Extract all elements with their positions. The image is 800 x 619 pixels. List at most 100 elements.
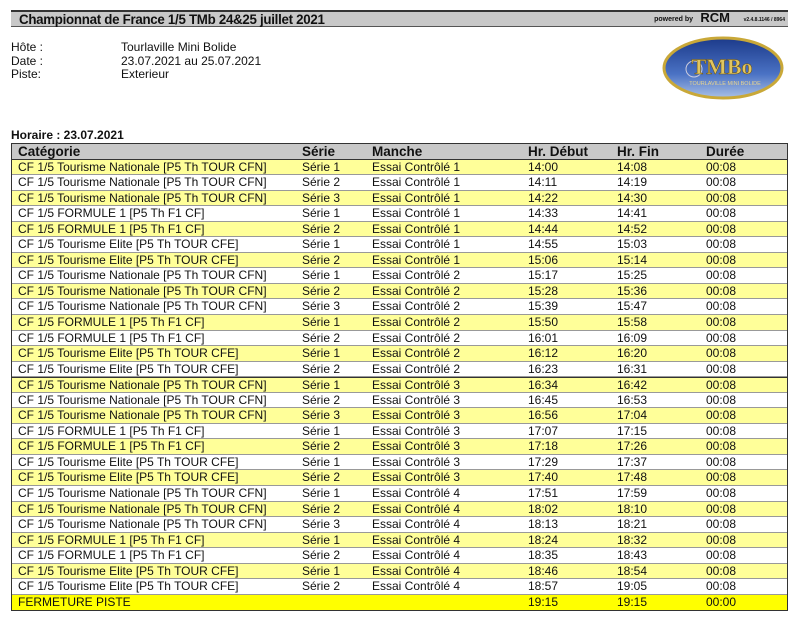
cell-end: 18:32 (617, 532, 648, 547)
cell-series: Série 3 (302, 299, 341, 314)
table-row: CF 1/5 FORMULE 1 [P5 Th F1 CF] Série 2 Ess… (12, 330, 787, 347)
cell-category: CF 1/5 Tourisme Elite [P5 Th TOUR CFE] (18, 346, 239, 361)
cell-round: Essai Contrôlé 4 (372, 532, 461, 547)
table-row: CF 1/5 Tourisme Nationale [P5 Th TOUR CF… (12, 175, 787, 191)
cell-round: Essai Contrôlé 2 (372, 268, 461, 283)
cell-series: Série 2 (302, 252, 341, 267)
cell-category: CF 1/5 FORMULE 1 [P5 Th F1 CF] (18, 423, 205, 438)
cell-round: Essai Contrôlé 3 (372, 423, 461, 438)
cell-start: 15:17 (528, 268, 559, 283)
cell-round: Essai Contrôlé 4 (372, 486, 461, 501)
col-header-series: Série (302, 144, 336, 159)
cell-series: Série 1 (302, 268, 341, 283)
cell-start: 14:33 (528, 206, 559, 221)
table-row: CF 1/5 Tourisme Nationale [P5 Th TOUR CF… (12, 377, 787, 393)
table-row: CF 1/5 Tourisme Nationale [P5 Th TOUR CF… (12, 501, 787, 518)
cell-start: 18:24 (528, 532, 559, 547)
cell-series: Série 1 (302, 159, 341, 174)
cell-series: Série 2 (302, 470, 341, 485)
cell-round: Essai Contrôlé 3 (372, 470, 461, 485)
cell-round: Essai Contrôlé 3 (372, 378, 461, 393)
cell-round: Essai Contrôlé 1 (372, 175, 461, 190)
cell-end: 17:15 (617, 423, 648, 438)
table-row: CF 1/5 Tourisme Elite [P5 Th TOUR CFE] Sé… (12, 454, 787, 471)
cell-category: CF 1/5 Tourisme Nationale [P5 Th TOUR CF… (18, 517, 267, 532)
cell-category: CF 1/5 Tourisme Nationale [P5 Th TOUR CF… (18, 299, 267, 314)
cell-category: CF 1/5 FORMULE 1 [P5 Th F1 CF] (18, 548, 205, 563)
cell-start: 15:39 (528, 299, 559, 314)
cell-series: Série 1 (302, 315, 341, 330)
cell-round: Essai Contrôlé 3 (372, 392, 461, 407)
cell-start: 14:44 (528, 221, 559, 236)
cell-category: CF 1/5 FORMULE 1 [P5 Th F1 CF] (18, 206, 205, 221)
svg-text:TOURLAVILLE MINI BOLIDE: TOURLAVILLE MINI BOLIDE (689, 81, 761, 87)
cell-duration: 00:08 (706, 268, 737, 283)
cell-duration: 00:08 (706, 439, 737, 454)
cell-start: 14:00 (528, 159, 559, 174)
cell-category: CF 1/5 FORMULE 1 [P5 Th F1 CF] (18, 221, 205, 236)
cell-round: Essai Contrôlé 4 (372, 501, 461, 516)
table-row: CF 1/5 Tourisme Nationale [P5 Th TOUR CF… (12, 486, 787, 502)
cell-round: Essai Contrôlé 2 (372, 361, 461, 376)
cell-category: CF 1/5 Tourisme Nationale [P5 Th TOUR CF… (18, 175, 267, 190)
cell-start: 18:02 (528, 501, 559, 516)
cell-category: CF 1/5 Tourisme Nationale [P5 Th TOUR CF… (18, 378, 267, 393)
table-row: CF 1/5 Tourisme Elite [P5 Th TOUR CFE] Sé… (12, 252, 787, 269)
cell-round: Essai Contrôlé 3 (372, 408, 461, 423)
tmbo-logo: TMBo TOURLAVILLE MINI BOLIDE (662, 36, 784, 100)
cell-round: Essai Contrôlé 4 (372, 548, 461, 563)
cell-category: CF 1/5 Tourisme Elite [P5 Th TOUR CFE] (18, 563, 239, 578)
cell-series: Série 1 (302, 532, 341, 547)
date-value: 23.07.2021 au 25.07.2021 (121, 54, 262, 68)
cell-series: Série 1 (302, 237, 341, 252)
cell-category: CF 1/5 Tourisme Elite [P5 Th TOUR CFE] (18, 579, 239, 594)
track-label: Piste: (11, 67, 42, 81)
table-row: CF 1/5 Tourisme Nationale [P5 Th TOUR CF… (12, 190, 787, 207)
cell-series: Série 3 (302, 517, 341, 532)
cell-category: FERMETURE PISTE (18, 594, 131, 609)
cell-end: 15:36 (617, 283, 648, 298)
cell-series: Série 2 (302, 501, 341, 516)
cell-series: Série 1 (302, 563, 341, 578)
table-row: CF 1/5 Tourisme Elite [P5 Th TOUR CFE] Sé… (12, 470, 787, 487)
cell-series: Série 1 (302, 486, 341, 501)
version-label: v2.4.8.1146 / 8964 (743, 17, 785, 23)
col-header-end: Hr. Fin (617, 144, 660, 159)
title-bar: Championnat de France 1/5 TMb 24&25 juil… (11, 10, 788, 27)
cell-series: Série 2 (302, 221, 341, 236)
table-row: CF 1/5 Tourisme Elite [P5 Th TOUR CFE] Sé… (12, 563, 787, 580)
cell-duration: 00:08 (706, 330, 737, 345)
cell-duration: 00:08 (706, 423, 737, 438)
cell-round: Essai Contrôlé 3 (372, 439, 461, 454)
cell-category: CF 1/5 FORMULE 1 [P5 Th F1 CF] (18, 532, 205, 547)
cell-category: CF 1/5 Tourisme Nationale [P5 Th TOUR CF… (18, 159, 267, 174)
cell-duration: 00:08 (706, 237, 737, 252)
cell-end: 17:48 (617, 470, 648, 485)
table-row: CF 1/5 FORMULE 1 [P5 Th F1 CF] Série 1 Ess… (12, 423, 787, 440)
cell-duration: 00:08 (706, 501, 737, 516)
cell-series: Série 1 (302, 454, 341, 469)
table-row: CF 1/5 Tourisme Elite [P5 Th TOUR CFE] Sé… (12, 579, 787, 595)
cell-end: 16:20 (617, 346, 648, 361)
cell-series: Série 1 (302, 378, 341, 393)
cell-start: 16:23 (528, 361, 559, 376)
cell-start: 15:28 (528, 283, 559, 298)
schedule-table: Catégorie Série Manche Hr. Début Hr. Fin… (11, 143, 788, 612)
cell-duration: 00:08 (706, 408, 737, 423)
cell-duration: 00:08 (706, 315, 737, 330)
cell-round: Essai Contrôlé 2 (372, 283, 461, 298)
cell-end: 14:30 (617, 190, 648, 205)
table-row: CF 1/5 FORMULE 1 [P5 Th F1 CF] Série 1 Ess… (12, 206, 787, 222)
cell-end: 16:42 (617, 378, 648, 393)
table-row: CF 1/5 Tourisme Nationale [P5 Th TOUR CF… (12, 159, 787, 176)
cell-duration: 00:08 (706, 517, 737, 532)
cell-round: Essai Contrôlé 2 (372, 315, 461, 330)
cell-duration: 00:08 (706, 548, 737, 563)
cell-category: CF 1/5 Tourisme Nationale [P5 Th TOUR CF… (18, 408, 267, 423)
table-row: CF 1/5 Tourisme Nationale [P5 Th TOUR CF… (12, 299, 787, 316)
cell-end: 14:19 (617, 175, 648, 190)
cell-round: Essai Contrôlé 2 (372, 330, 461, 345)
cell-round: Essai Contrôlé 1 (372, 206, 461, 221)
cell-duration: 00:08 (706, 206, 737, 221)
cell-start: 17:40 (528, 470, 559, 485)
